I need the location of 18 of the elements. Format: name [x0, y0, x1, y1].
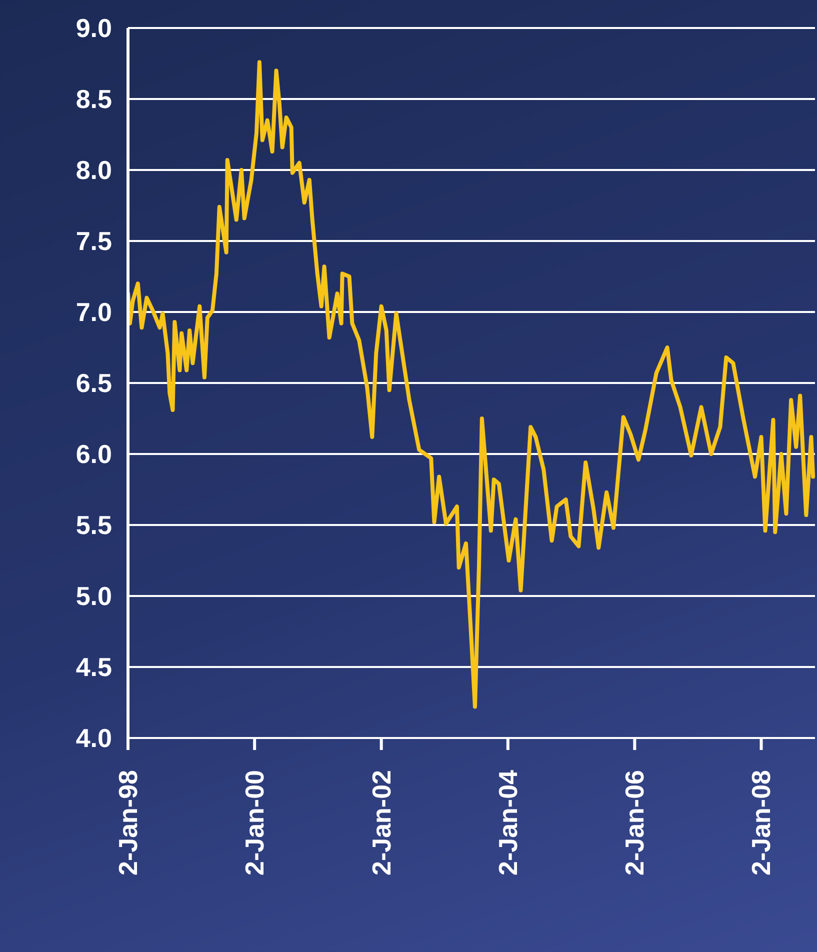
x-tick-label: 2-Jan-00 [240, 770, 270, 876]
x-tick-label: 2-Jan-06 [620, 770, 650, 876]
y-tick-label: 6.5 [76, 368, 112, 398]
y-tick-label: 8.0 [76, 155, 112, 185]
x-tick-label: 2-Jan-04 [492, 769, 523, 876]
y-tick-label: 4.0 [76, 723, 112, 753]
y-tick-label: 4.5 [76, 652, 112, 682]
y-tick-label: 6.0 [76, 439, 112, 469]
x-tick-label: 2-Jan-08 [746, 770, 776, 876]
y-tick-label: 8.5 [76, 84, 112, 114]
x-tick-label: 2-Jan-02 [366, 770, 396, 876]
y-tick-label: 5.5 [76, 510, 112, 540]
x-tick-label: 2-Jan-98 [113, 770, 143, 876]
y-tick-label: 9.0 [76, 13, 112, 43]
y-tick-label: 5.0 [76, 581, 112, 611]
line-series [128, 60, 815, 709]
y-tick-label: 7.0 [76, 297, 112, 327]
y-tick-label: 7.5 [76, 226, 112, 256]
